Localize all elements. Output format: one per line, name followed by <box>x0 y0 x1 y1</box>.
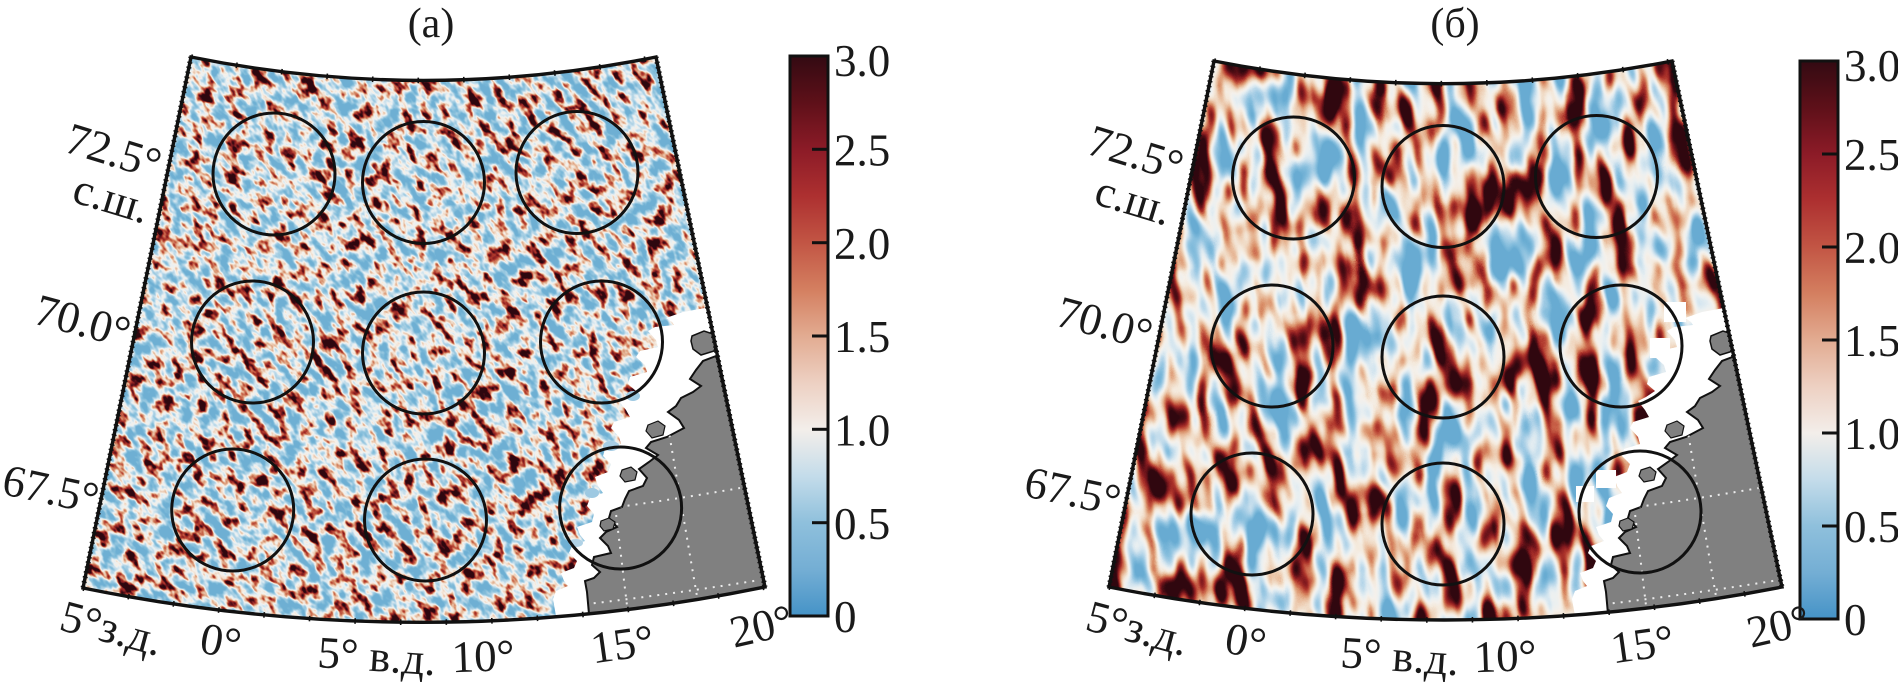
svg-text:67.5°: 67.5° <box>0 455 103 524</box>
svg-text:10°: 10° <box>1473 630 1538 682</box>
svg-text:5°з.д.: 5°з.д. <box>1081 591 1194 666</box>
svg-text:3.0: 3.0 <box>834 36 890 86</box>
svg-text:0°: 0° <box>1222 613 1271 669</box>
svg-text:1.5: 1.5 <box>1844 316 1898 366</box>
svg-text:0.5: 0.5 <box>1844 502 1898 552</box>
svg-text:15°: 15° <box>587 615 656 673</box>
svg-text:5° в.д.: 5° в.д. <box>1339 627 1461 682</box>
svg-text:2.0: 2.0 <box>834 219 890 269</box>
svg-text:70.0°: 70.0° <box>1051 286 1157 359</box>
svg-text:5° в.д.: 5° в.д. <box>316 627 438 682</box>
svg-text:15°: 15° <box>1607 615 1676 673</box>
svg-text:(а): (а) <box>408 1 455 47</box>
svg-text:2.5: 2.5 <box>834 126 890 176</box>
svg-text:1.0: 1.0 <box>834 406 890 456</box>
svg-text:0: 0 <box>834 592 857 642</box>
svg-text:2.5: 2.5 <box>1844 130 1898 180</box>
svg-text:0°: 0° <box>197 613 246 669</box>
svg-text:0: 0 <box>1844 595 1867 645</box>
svg-text:1.5: 1.5 <box>834 312 890 362</box>
svg-text:(б): (б) <box>1430 1 1479 47</box>
svg-text:2.0: 2.0 <box>1844 223 1898 273</box>
svg-text:0.5: 0.5 <box>834 499 890 549</box>
svg-text:3.0: 3.0 <box>1844 41 1898 91</box>
svg-text:1.0: 1.0 <box>1844 409 1898 459</box>
svg-text:70.0°: 70.0° <box>29 284 135 357</box>
svg-text:67.5°: 67.5° <box>1020 457 1125 526</box>
svg-text:20°: 20° <box>1742 595 1815 658</box>
svg-text:10°: 10° <box>451 630 516 682</box>
svg-text:20°: 20° <box>725 595 798 658</box>
